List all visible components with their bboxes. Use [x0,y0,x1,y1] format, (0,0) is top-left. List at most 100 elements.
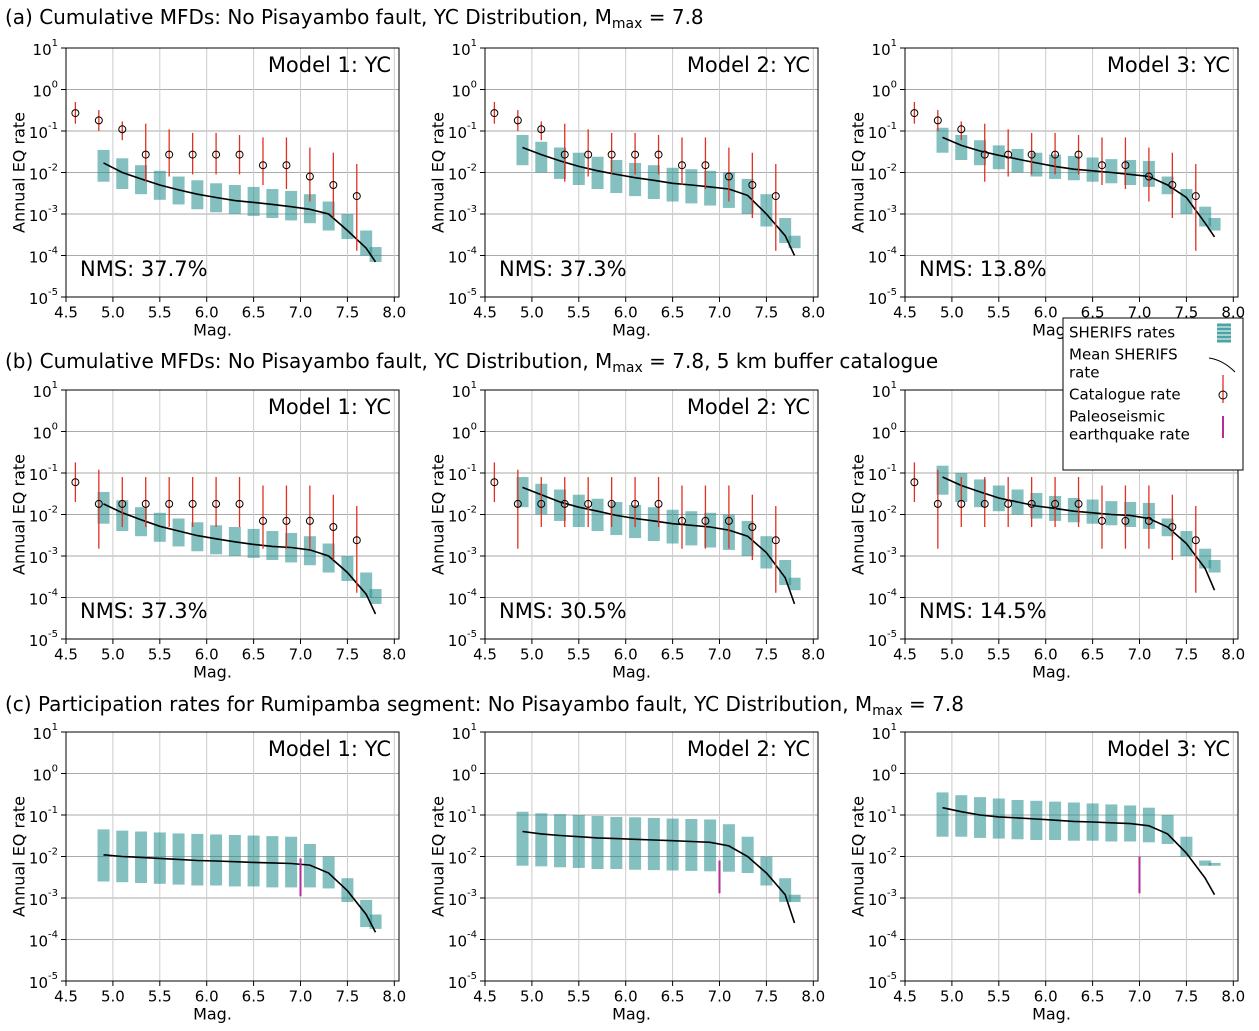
y-tick-label: 100 [33,764,58,785]
y-tick-label: 10-2 [448,847,477,868]
rate-band [647,165,660,199]
rate-band [285,190,298,221]
y-tick-label: 10-1 [29,463,58,484]
x-tick-label: 8.0 [1221,304,1245,322]
x-tick-label: 4.5 [893,646,917,664]
x-tick-label: 7.5 [1174,988,1198,1006]
tick-exponent: -4 [48,246,58,257]
tick-exponent: 1 [471,722,477,733]
rate-band [1208,218,1221,231]
rate-band [153,512,166,542]
tick-exponent: -3 [467,546,477,557]
tick-base: 10 [872,41,891,59]
y-tick-label: 10-4 [29,930,58,951]
rate-band [955,135,968,161]
tick-base: 10 [872,424,891,442]
model-label: Model 1: YC [268,395,391,419]
x-tick-label: 6.5 [242,304,266,322]
catalogue-point [771,536,780,545]
rate-band [1067,155,1080,181]
y-tick-label: 10-5 [448,629,477,650]
catalogue-point [258,516,267,525]
tick-exponent: -3 [887,546,897,557]
catalogue-point [235,150,244,159]
tick-exponent: -5 [467,971,477,982]
y-tick-label: 100 [452,764,477,785]
y-tick-label: 101 [452,722,477,743]
catalogue-point [352,192,361,201]
rate-band [1011,799,1024,840]
model-label: Model 1: YC [268,53,391,77]
catalogue-point [165,499,174,508]
catalogue-point [1121,161,1130,170]
rate-band [535,813,548,867]
y-tick-label: 10-5 [448,971,477,992]
catalogue-point [305,172,314,181]
x-tick-label: 8.0 [801,646,825,664]
x-tick-label: 7.5 [754,646,778,664]
rate-band [1105,159,1118,184]
rate-band [516,477,529,508]
tick-exponent: -5 [467,629,477,640]
rate-band [285,836,298,888]
tick-exponent: -1 [887,121,897,132]
catalogue-point [165,150,174,159]
x-tick-label: 6.5 [1081,646,1105,664]
tick-exponent: -2 [467,163,477,174]
rate-band [228,834,241,887]
section-title: (c) Participation rates for Rumipamba se… [5,692,964,720]
rate-band [704,170,717,206]
tick-base: 10 [868,549,887,567]
tick-base: 10 [452,82,471,100]
catalogue-point [329,180,338,189]
rate-band [610,160,623,194]
plot-frame [484,47,819,298]
rate-band [135,507,148,537]
tick-exponent: 1 [52,38,58,49]
y-tick-label: 10-3 [868,204,897,225]
rate-band [955,795,968,837]
y-tick-label: 100 [872,80,897,101]
nms-score: NMS: 14.5% [919,599,1047,623]
rate-band [992,798,1005,839]
x-tick-label: 6.0 [614,988,638,1006]
tick-base: 10 [868,207,887,225]
x-tick-label: 8.0 [382,988,406,1006]
tick-exponent: 1 [891,380,897,391]
x-axis-label: Mag. [193,1005,232,1024]
y-tick-label: 10-4 [868,930,897,951]
tick-base: 10 [29,549,48,567]
tick-exponent: -4 [887,930,897,941]
rate-band [341,556,354,581]
x-tick-label: 4.5 [54,304,78,322]
rate-band [322,543,335,573]
catalogue-point [188,150,197,159]
rate-band [1086,157,1099,182]
tick-exponent: -2 [887,847,897,858]
rate-band [629,162,642,197]
catalogue-point [910,478,919,487]
tick-base: 10 [452,41,471,59]
catalogue-point [1144,172,1153,181]
rate-band [247,528,260,558]
tick-base: 10 [448,290,467,308]
rate-band [685,819,698,871]
rate-band [572,815,585,868]
y-tick-label: 10-2 [29,847,58,868]
tick-base: 10 [29,974,48,992]
catalogue-point [282,516,291,525]
tick-exponent: 0 [52,422,58,433]
x-tick-label: 7.0 [1128,304,1152,322]
rate-band [1142,807,1155,843]
catalogue-point [933,499,942,508]
section-title: (a) Cumulative MFDs: No Pisayambo fault,… [5,5,704,33]
y-tick-label: 101 [872,722,897,743]
tick-base: 10 [29,632,48,650]
x-tick-label: 4.5 [893,988,917,1006]
x-tick-label: 6.0 [1034,988,1058,1006]
catalogue-point [748,180,757,189]
tick-exponent: -1 [467,805,477,816]
tick-exponent: -2 [467,505,477,516]
rate-band [779,560,792,586]
